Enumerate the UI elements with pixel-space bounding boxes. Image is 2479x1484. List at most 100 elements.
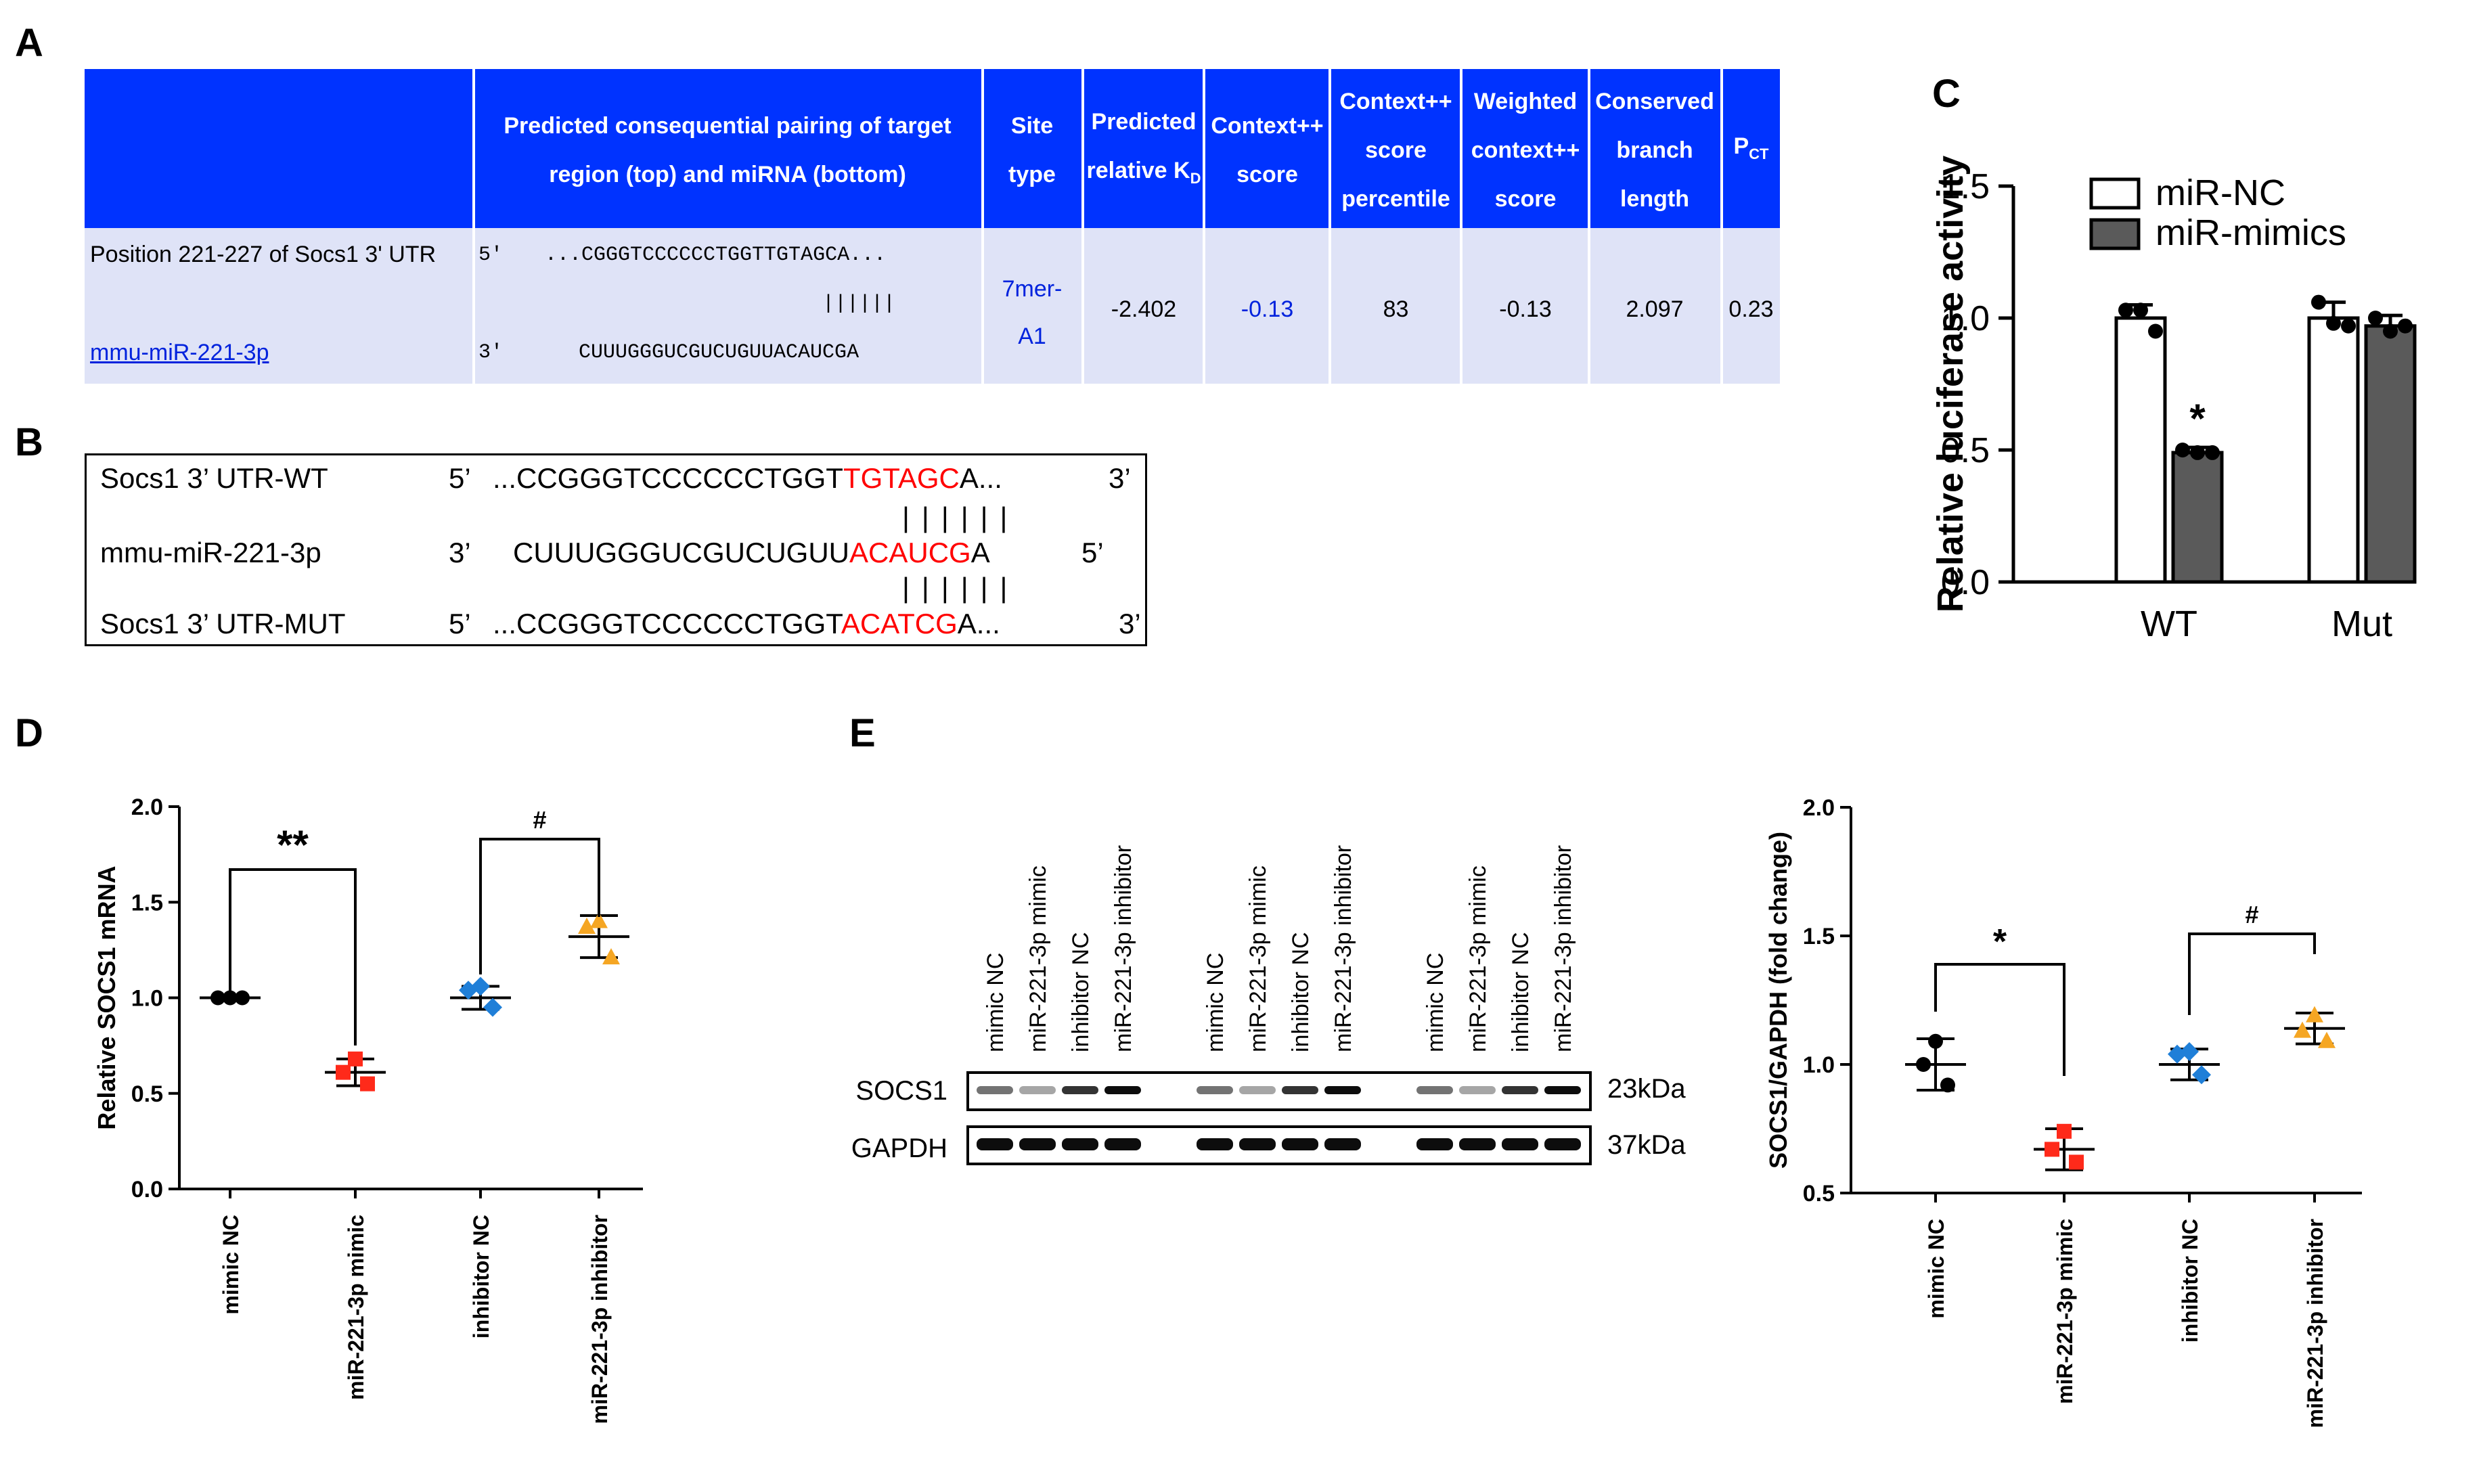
target-sequence: ...CGGGTCCCCCCTGGTTGTAGCA... (545, 244, 887, 267)
header-context-score: Context++ score (1211, 113, 1324, 187)
c-data-point (2133, 302, 2148, 318)
d-point-circle (223, 990, 238, 1006)
e-y-tick-label: 1.5 (1803, 924, 1835, 949)
header-site-type: Site type (1008, 113, 1056, 187)
blot-band-gapdh (977, 1138, 1013, 1150)
blot-lane-label: miR-221-3p inhibitor (1331, 845, 1356, 1052)
blot-lane-label: inhibitor NC (1508, 932, 1534, 1052)
sequence-alignment-box: Socs1 3’ UTR-WT 5’ ...CCGGGTCCCCCCTGGTTG… (85, 453, 1147, 646)
c-legend-swatch-nc (2089, 177, 2141, 210)
context-score-value: -0.13 (1241, 296, 1294, 322)
d-point-diamond (483, 997, 502, 1017)
blot-lane-label: miR-221-3p mimic (1025, 865, 1051, 1052)
seq-end5-wt: 5’ (449, 462, 471, 494)
pair-bars-bottom: |||||| (902, 572, 1020, 604)
seq-end3-mut: 3’ (1119, 608, 1141, 639)
c-legend-label-mimics: miR-mimics (2156, 212, 2346, 253)
d-x-tick-label: inhibitor NC (469, 1215, 493, 1339)
e-point-circle (1940, 1077, 1955, 1093)
seq-label-mirna: mmu-miR-221-3p (100, 537, 321, 568)
blot-band-socs1 (1502, 1086, 1538, 1094)
c-data-point (2368, 311, 2383, 325)
c-legend-swatch-mimics (2089, 218, 2141, 250)
blot-lane-label: miR-221-3p inhibitor (1111, 845, 1136, 1052)
blot-lane-label: miR-221-3p inhibitor (1550, 845, 1576, 1052)
blot-lane-label: miR-221-3p mimic (1245, 865, 1271, 1052)
c-data-point (2175, 443, 2190, 457)
c-significance-star: * (2189, 396, 2206, 441)
e-point-triangle (2306, 1006, 2323, 1022)
e-point-diamond (2192, 1065, 2211, 1085)
d-sig-label: ** (277, 822, 309, 868)
d-point-square (336, 1064, 351, 1080)
e-sig-label: # (2245, 901, 2258, 928)
c-bar (2307, 316, 2360, 584)
c-y-tick-label: 1.0 (1941, 299, 1990, 338)
blot-row-label-socs1: SOCS1 (855, 1076, 947, 1106)
c-data-point (2341, 318, 2356, 334)
blot-band-socs1 (1544, 1086, 1581, 1094)
c-data-point (2383, 323, 2398, 339)
blot-band-gapdh (1502, 1138, 1538, 1150)
d-point-triangle (590, 912, 608, 928)
branch-value: 2.097 (1626, 296, 1684, 322)
blot-socs1-frame (966, 1071, 1592, 1111)
e-point-diamond (2180, 1042, 2199, 1061)
d-sig-label: # (533, 806, 546, 834)
site-type-value: 7mer-A1 (1002, 276, 1063, 349)
blot-band-socs1 (1324, 1086, 1361, 1094)
e-y-tick-label: 1.0 (1803, 1052, 1835, 1078)
header-pct: PCT (1733, 133, 1769, 162)
seq-wt: ...CCGGGTCCCCCCTGGTTGTAGCA... (493, 462, 1002, 494)
e-x-tick-label: miR-221-3p inhibitor (2303, 1219, 2327, 1428)
e-x-tick-label: mimic NC (1924, 1219, 1948, 1319)
bottom-prime: 3' (478, 341, 504, 364)
row-position-label: Position 221-227 of Socs1 3' UTR (90, 242, 437, 267)
blot-band-socs1 (1104, 1086, 1141, 1094)
blot-row-label-gapdh: GAPDH (851, 1133, 947, 1163)
seq-end5-mirna: 3’ (449, 537, 471, 568)
d-point-square (348, 1051, 363, 1066)
d-y-tick-label: 0.0 (131, 1177, 163, 1202)
percentile-value: 83 (1383, 296, 1409, 322)
pairing-bars: |||||| (822, 292, 896, 315)
blot-band-socs1 (977, 1086, 1013, 1094)
seq-mut: ...CCGGGTCCCCCCTGGTACATCGA... (493, 608, 1000, 639)
d-x-tick-label: miR-221-3p inhibitor (587, 1215, 612, 1424)
panel-label-a: A (15, 21, 43, 65)
c-bar (2364, 324, 2417, 584)
d-x-tick-label: mimic NC (219, 1215, 243, 1315)
blot-band-gapdh (1459, 1138, 1496, 1150)
blot-band-gapdh (1062, 1138, 1098, 1150)
seq-mirna: CUUUGGGUCGUCUGUUACAUCGA (513, 537, 990, 568)
weighted-value: -0.13 (1499, 296, 1552, 322)
e-point-diamond (2168, 1044, 2187, 1064)
blot-gapdh-frame (966, 1125, 1592, 1165)
blot-lane-label: inhibitor NC (1068, 932, 1094, 1052)
panel-label-e: E (849, 711, 876, 755)
d-sig-bracket (479, 838, 600, 974)
blot-band-gapdh (1239, 1138, 1276, 1150)
c-legend-label-nc: miR-NC (2156, 173, 2285, 213)
mirna-link[interactable]: mmu-miR-221-3p (90, 340, 269, 365)
pct-value: 0.23 (1728, 296, 1774, 322)
e-point-triangle (2318, 1031, 2336, 1048)
e-y-axis-label: SOCS1/GAPDH (fold change) (1764, 832, 1792, 1169)
d-point-square (360, 1076, 375, 1092)
header-weighted: Weighted context++ score (1471, 89, 1580, 212)
blot-band-socs1 (1239, 1086, 1276, 1094)
blot-lane-label: mimic NC (983, 953, 1008, 1052)
mirna-sequence: CUUUGGGUCGUCUGUUACAUCGA (579, 341, 859, 364)
d-sig-bracket (229, 868, 357, 1045)
seq-end3-wt: 3’ (1109, 462, 1131, 494)
header-pairing: Predicted consequential pairing of targe… (504, 113, 952, 187)
e-point-triangle (2294, 1021, 2311, 1038)
kd-value: -2.402 (1111, 296, 1177, 322)
c-data-point (2311, 294, 2326, 310)
e-sig-label: * (1993, 922, 2007, 962)
e-sig-bracket (2188, 932, 2316, 1015)
e-point-square (2045, 1142, 2059, 1157)
c-bar (2114, 316, 2167, 584)
d-point-circle (210, 990, 225, 1006)
